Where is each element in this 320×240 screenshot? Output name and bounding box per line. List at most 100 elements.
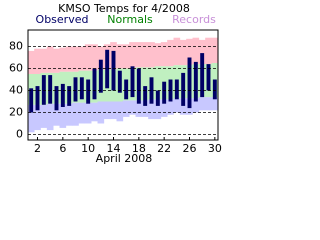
record-low-band xyxy=(34,104,41,131)
record-high-band xyxy=(53,48,60,73)
observed-bar xyxy=(143,86,148,106)
record-low-band xyxy=(129,100,136,115)
observed-bar xyxy=(67,86,72,106)
observed-bar xyxy=(130,66,135,98)
record-low-band xyxy=(179,98,187,115)
record-low-band xyxy=(53,103,60,126)
record-low-band xyxy=(211,97,219,111)
observed-bar xyxy=(212,79,217,100)
observed-bar xyxy=(187,57,192,109)
x-tick-label: 10 xyxy=(81,142,95,155)
record-low-band xyxy=(192,98,200,113)
record-low-band xyxy=(122,100,130,117)
record-low-band xyxy=(110,101,117,120)
observed-bar xyxy=(149,77,154,104)
record-high-band xyxy=(160,42,168,67)
record-high-band xyxy=(34,48,41,74)
x-tick-label: 22 xyxy=(157,142,171,155)
record-low-band xyxy=(148,99,155,120)
x-tick-label: 18 xyxy=(132,142,146,155)
observed-bar xyxy=(79,77,84,100)
record-high-band xyxy=(186,38,193,66)
record-low-band xyxy=(205,97,212,111)
x-tick-label: 26 xyxy=(183,142,197,155)
page: {"chart_data": {"type": "temp-range", "t… xyxy=(0,0,226,166)
record-high-band xyxy=(78,46,86,71)
legend-label: Observed xyxy=(36,13,89,26)
record-high-band xyxy=(72,46,79,72)
observed-bar xyxy=(29,88,34,113)
observed-bar xyxy=(124,79,129,100)
record-high-band xyxy=(179,39,187,66)
observed-bar xyxy=(105,49,110,89)
record-high-band xyxy=(116,44,124,69)
observed-bar xyxy=(98,59,103,93)
record-low-band xyxy=(135,100,143,117)
observed-bar xyxy=(35,86,40,111)
record-high-band xyxy=(205,37,212,65)
record-high-band xyxy=(122,44,130,69)
x-tick-label: 2 xyxy=(34,142,41,155)
record-high-band xyxy=(65,46,73,72)
record-high-band xyxy=(141,42,149,68)
observed-bar xyxy=(200,53,205,98)
observed-bar xyxy=(48,75,53,104)
record-low-band xyxy=(198,97,206,111)
observed-bar xyxy=(92,68,97,100)
y-tick-label: 40 xyxy=(9,84,23,97)
record-low-band xyxy=(59,103,67,128)
observed-bar xyxy=(193,61,198,102)
normal-band xyxy=(141,67,149,101)
record-low-band xyxy=(167,99,174,115)
record-high-band xyxy=(91,44,98,71)
record-high-band xyxy=(173,37,181,66)
x-tick-label: 6 xyxy=(59,142,66,155)
record-low-band xyxy=(40,104,48,128)
record-high-band xyxy=(148,42,155,68)
record-high-band xyxy=(129,42,136,69)
observed-bar xyxy=(136,68,141,104)
record-high-band xyxy=(40,48,48,73)
y-tick-label: 0 xyxy=(16,128,23,141)
record-high-band xyxy=(192,37,200,65)
observed-bar xyxy=(181,72,186,106)
observed-bar xyxy=(206,64,211,91)
x-tick-label: 30 xyxy=(208,142,222,155)
y-tick-label: 80 xyxy=(9,40,23,53)
normal-band xyxy=(154,66,162,100)
legend-label: Records xyxy=(172,13,216,26)
record-low-band xyxy=(72,102,79,126)
chart: KMSO Temps for 4/2008 April 2008 0 20 40 60… xyxy=(9,2,222,165)
observed-bar xyxy=(86,79,91,104)
observed-bar xyxy=(73,77,78,102)
observed-bar xyxy=(111,50,116,91)
record-low-band xyxy=(78,102,86,124)
record-low-band xyxy=(116,101,124,122)
record-low-band xyxy=(141,100,149,117)
record-high-band xyxy=(211,37,219,63)
record-high-band xyxy=(97,46,105,70)
record-high-band xyxy=(154,43,162,67)
observed-bar xyxy=(162,81,167,104)
x-tick-label: 14 xyxy=(107,142,121,155)
record-low-band xyxy=(65,103,73,126)
observed-bar xyxy=(117,70,122,93)
record-high-band xyxy=(59,47,67,72)
record-low-band xyxy=(27,104,35,133)
observed-bar xyxy=(54,86,59,111)
chart-title: KMSO Temps for 4/2008 xyxy=(58,2,190,15)
record-high-band xyxy=(84,44,92,71)
record-low-band xyxy=(103,101,111,120)
legend-label: Normals xyxy=(107,13,153,26)
record-high-band xyxy=(198,39,206,65)
observed-bar xyxy=(41,75,46,105)
y-tick-label: 20 xyxy=(9,106,23,119)
observed-bar xyxy=(60,83,65,107)
record-low-band xyxy=(84,102,92,124)
record-low-band xyxy=(173,98,181,113)
observed-bar xyxy=(155,90,160,106)
x-axis-label: April 2008 xyxy=(96,152,153,165)
record-high-band xyxy=(167,39,174,67)
record-high-band xyxy=(27,50,35,74)
observed-bar xyxy=(174,79,179,100)
